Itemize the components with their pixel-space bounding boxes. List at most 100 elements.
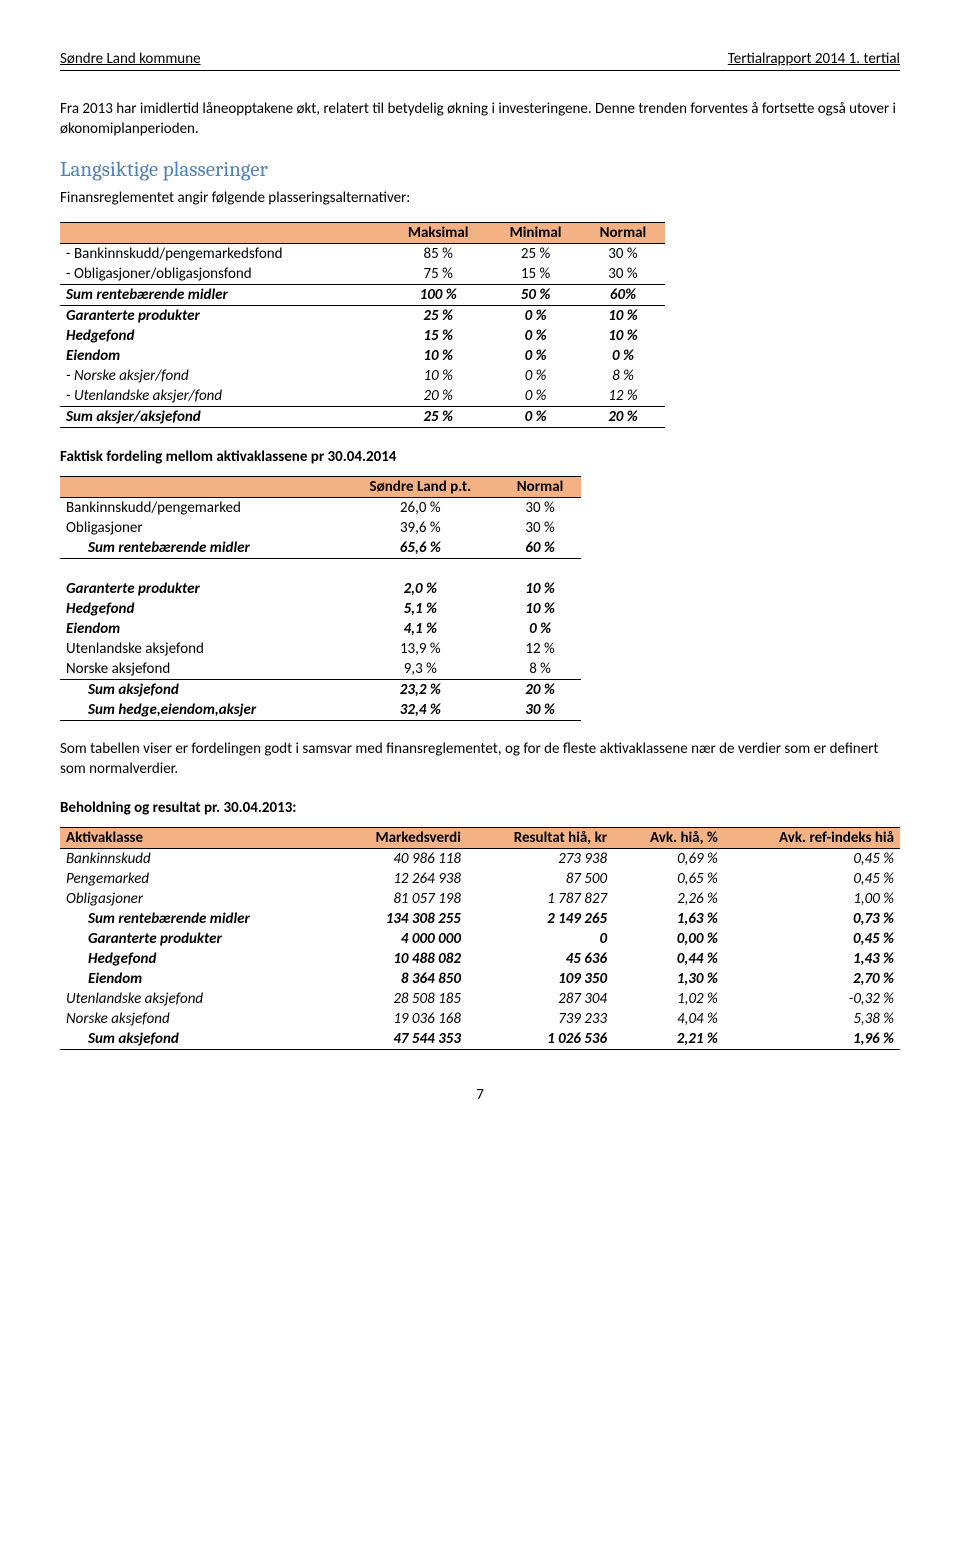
col-header: Markedsverdi bbox=[332, 828, 467, 849]
cell: 30 % bbox=[581, 243, 665, 264]
table-row: Eiendom8 364 850109 3501,30 %2,70 % bbox=[60, 969, 900, 989]
cell: 65,6 % bbox=[341, 538, 499, 559]
cell: 739 233 bbox=[467, 1009, 613, 1029]
row-label: Sum rentebærende midler bbox=[60, 284, 386, 305]
cell: 10 % bbox=[581, 305, 665, 326]
table-row: Hedgefond5,1 %10 % bbox=[60, 599, 581, 619]
table-row: - Norske aksjer/fond10 %0 %8 % bbox=[60, 366, 665, 386]
col-header bbox=[60, 476, 341, 497]
row-label: Sum rentebærende midler bbox=[60, 909, 332, 929]
cell: 10 % bbox=[499, 579, 581, 599]
table-row: Garanterte produkter4 000 00000,00 %0,45… bbox=[60, 929, 900, 949]
section-sub: Finansreglementet angir følgende plasser… bbox=[60, 188, 900, 208]
cell: 4,1 % bbox=[341, 619, 499, 639]
row-label: - Norske aksjer/fond bbox=[60, 366, 386, 386]
cell: 30 % bbox=[499, 700, 581, 721]
cell: 30 % bbox=[499, 497, 581, 518]
cell: 8 364 850 bbox=[332, 969, 467, 989]
cell: 87 500 bbox=[467, 869, 613, 889]
cell: 0 % bbox=[581, 346, 665, 366]
cell: 25 % bbox=[386, 406, 490, 427]
col-header: Avk. hiå, % bbox=[613, 828, 724, 849]
cell: 109 350 bbox=[467, 969, 613, 989]
page-number: 7 bbox=[60, 1086, 900, 1104]
row-label: Eiendom bbox=[60, 969, 332, 989]
cell: 0,44 % bbox=[613, 949, 724, 969]
col-header: Avk. ref-indeks hiå bbox=[724, 828, 900, 849]
cell: 0,00 % bbox=[613, 929, 724, 949]
cell: 40 986 118 bbox=[332, 849, 467, 870]
cell: 4,04 % bbox=[613, 1009, 724, 1029]
table-beholdning: AktivaklasseMarkedsverdiResultat hiå, kr… bbox=[60, 827, 900, 1050]
cell: 2 149 265 bbox=[467, 909, 613, 929]
cell: 1,02 % bbox=[613, 989, 724, 1009]
table-row: Sum aksjefond47 544 3531 026 5362,21 %1,… bbox=[60, 1029, 900, 1050]
cell: 2,70 % bbox=[724, 969, 900, 989]
cell: 47 544 353 bbox=[332, 1029, 467, 1050]
row-label: Garanterte produkter bbox=[60, 579, 341, 599]
row-label: Norske aksjefond bbox=[60, 1009, 332, 1029]
cell: 10 % bbox=[386, 366, 490, 386]
cell: 45 636 bbox=[467, 949, 613, 969]
cell: 28 508 185 bbox=[332, 989, 467, 1009]
table-row: Sum rentebærende midler65,6 %60 % bbox=[60, 538, 581, 559]
cell: 12 % bbox=[581, 386, 665, 407]
row-label: Eiendom bbox=[60, 619, 341, 639]
row-label: Hedgefond bbox=[60, 949, 332, 969]
table-row: Obligasjoner81 057 1981 787 8272,26 %1,0… bbox=[60, 889, 900, 909]
cell: 4 000 000 bbox=[332, 929, 467, 949]
row-label: Sum hedge,eiendom,aksjer bbox=[60, 700, 341, 721]
col-header: Maksimal bbox=[386, 222, 490, 243]
cell: 30 % bbox=[499, 518, 581, 538]
cell: 1 787 827 bbox=[467, 889, 613, 909]
row-label: Eiendom bbox=[60, 346, 386, 366]
table-row: Bankinnskudd/pengemarked26,0 %30 % bbox=[60, 497, 581, 518]
col-header: Normal bbox=[499, 476, 581, 497]
cell: 8 % bbox=[499, 659, 581, 680]
row-label: Pengemarked bbox=[60, 869, 332, 889]
row-label: Bankinnskudd/pengemarked bbox=[60, 497, 341, 518]
row-label: Utenlandske aksjefond bbox=[60, 989, 332, 1009]
table3-caption: Beholdning og resultat pr. 30.04.2013: bbox=[60, 799, 900, 817]
cell: 1 026 536 bbox=[467, 1029, 613, 1050]
cell: 60% bbox=[581, 284, 665, 305]
row-label: Bankinnskudd bbox=[60, 849, 332, 870]
cell: 1,43 % bbox=[724, 949, 900, 969]
cell: 0 bbox=[467, 929, 613, 949]
cell: 30 % bbox=[581, 264, 665, 285]
cell: 287 304 bbox=[467, 989, 613, 1009]
cell: 26,0 % bbox=[341, 497, 499, 518]
col-header: Resultat hiå, kr bbox=[467, 828, 613, 849]
cell: 19 036 168 bbox=[332, 1009, 467, 1029]
cell: 25 % bbox=[490, 243, 581, 264]
table-row bbox=[60, 558, 581, 579]
row-label: Hedgefond bbox=[60, 326, 386, 346]
table-row: Utenlandske aksjefond28 508 185287 3041,… bbox=[60, 989, 900, 1009]
table-row: Hedgefond10 488 08245 6360,44 %1,43 % bbox=[60, 949, 900, 969]
cell: 0 % bbox=[490, 366, 581, 386]
cell: 134 308 255 bbox=[332, 909, 467, 929]
table-row: Obligasjoner39,6 %30 % bbox=[60, 518, 581, 538]
cell: 0,45 % bbox=[724, 929, 900, 949]
cell: 8 % bbox=[581, 366, 665, 386]
cell: 9,3 % bbox=[341, 659, 499, 680]
cell: 32,4 % bbox=[341, 700, 499, 721]
row-label: Obligasjoner bbox=[60, 889, 332, 909]
cell: 10 % bbox=[386, 346, 490, 366]
cell: 20 % bbox=[499, 679, 581, 700]
col-header: Aktivaklasse bbox=[60, 828, 332, 849]
table-row: Bankinnskudd40 986 118273 9380,69 %0,45 … bbox=[60, 849, 900, 870]
row-label: - Utenlandske aksjer/fond bbox=[60, 386, 386, 407]
col-header: Normal bbox=[581, 222, 665, 243]
row-label: Sum aksjefond bbox=[60, 679, 341, 700]
cell: 50 % bbox=[490, 284, 581, 305]
cell: 0 % bbox=[490, 326, 581, 346]
table-row: Sum aksjefond23,2 %20 % bbox=[60, 679, 581, 700]
cell: 2,26 % bbox=[613, 889, 724, 909]
table-row: Sum hedge,eiendom,aksjer32,4 %30 % bbox=[60, 700, 581, 721]
cell: 81 057 198 bbox=[332, 889, 467, 909]
row-label: Sum aksjer/aksjefond bbox=[60, 406, 386, 427]
table-row: Garanterte produkter2,0 %10 % bbox=[60, 579, 581, 599]
cell: 5,1 % bbox=[341, 599, 499, 619]
cell: 0 % bbox=[490, 386, 581, 407]
